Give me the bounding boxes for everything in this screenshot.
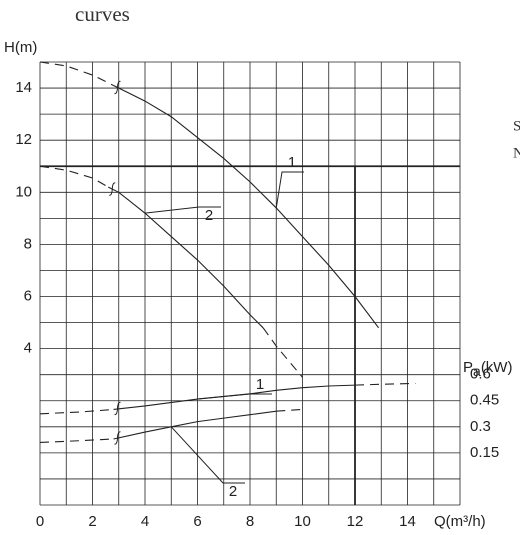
curve xyxy=(39,165,109,188)
callout-leader xyxy=(170,426,245,484)
y2-tick-label: 0.6 xyxy=(470,366,491,383)
x-tick-label: 2 xyxy=(88,513,96,530)
callout-leader xyxy=(144,206,221,214)
chart-title: curves xyxy=(75,2,130,26)
curve-label: 2 xyxy=(205,207,213,224)
side-text: S xyxy=(513,118,520,134)
y2-label-part: (kW) xyxy=(481,359,513,376)
y-tick-label: 4 xyxy=(24,340,32,357)
curve-label: 1 xyxy=(288,154,296,171)
curve-joint-symbol xyxy=(114,431,121,445)
x-tick-label: 0 xyxy=(36,513,44,530)
y2-tick-label: 0.45 xyxy=(470,392,499,409)
curve xyxy=(39,61,114,86)
y-tick-label: 12 xyxy=(15,131,32,148)
x-tick-label: 6 xyxy=(193,513,201,530)
curve-joint-symbol xyxy=(114,401,121,416)
curve xyxy=(113,384,356,410)
y-axis-label: H(m) xyxy=(4,39,37,56)
curve-label: 1 xyxy=(256,376,264,393)
y-tick-label: 14 xyxy=(15,79,32,96)
y2-label-part: P xyxy=(463,359,473,376)
curve xyxy=(108,186,264,329)
curve-label: 2 xyxy=(229,483,237,500)
y-tick-label: 6 xyxy=(24,287,32,304)
y-tick-label: 10 xyxy=(15,183,32,200)
curve xyxy=(276,408,303,412)
y2-axis-label: Pa(kW) xyxy=(463,359,512,379)
curve xyxy=(39,408,114,415)
y2-label-part: a xyxy=(473,363,481,379)
curve-joint-symbol xyxy=(114,80,121,95)
callout-leader xyxy=(275,171,304,209)
curve xyxy=(262,327,303,378)
curve xyxy=(39,438,114,444)
side-text: N xyxy=(513,145,520,161)
x-tick-label: 12 xyxy=(347,513,364,530)
curve xyxy=(113,84,380,329)
curve-joint-symbol xyxy=(109,182,116,196)
curve xyxy=(354,382,416,386)
x-tick-label: 10 xyxy=(294,513,311,530)
x-tick-label: 14 xyxy=(399,513,416,530)
x-tick-label: 8 xyxy=(246,513,254,530)
x-axis-label: Q(m³/h) xyxy=(434,513,486,530)
y-tick-label: 8 xyxy=(24,235,32,252)
y2-tick-label: 0.15 xyxy=(470,444,499,461)
y2-tick-label: 0.3 xyxy=(470,418,491,435)
callout-leader xyxy=(197,393,272,400)
x-tick-label: 4 xyxy=(141,513,149,530)
curve xyxy=(113,410,277,440)
